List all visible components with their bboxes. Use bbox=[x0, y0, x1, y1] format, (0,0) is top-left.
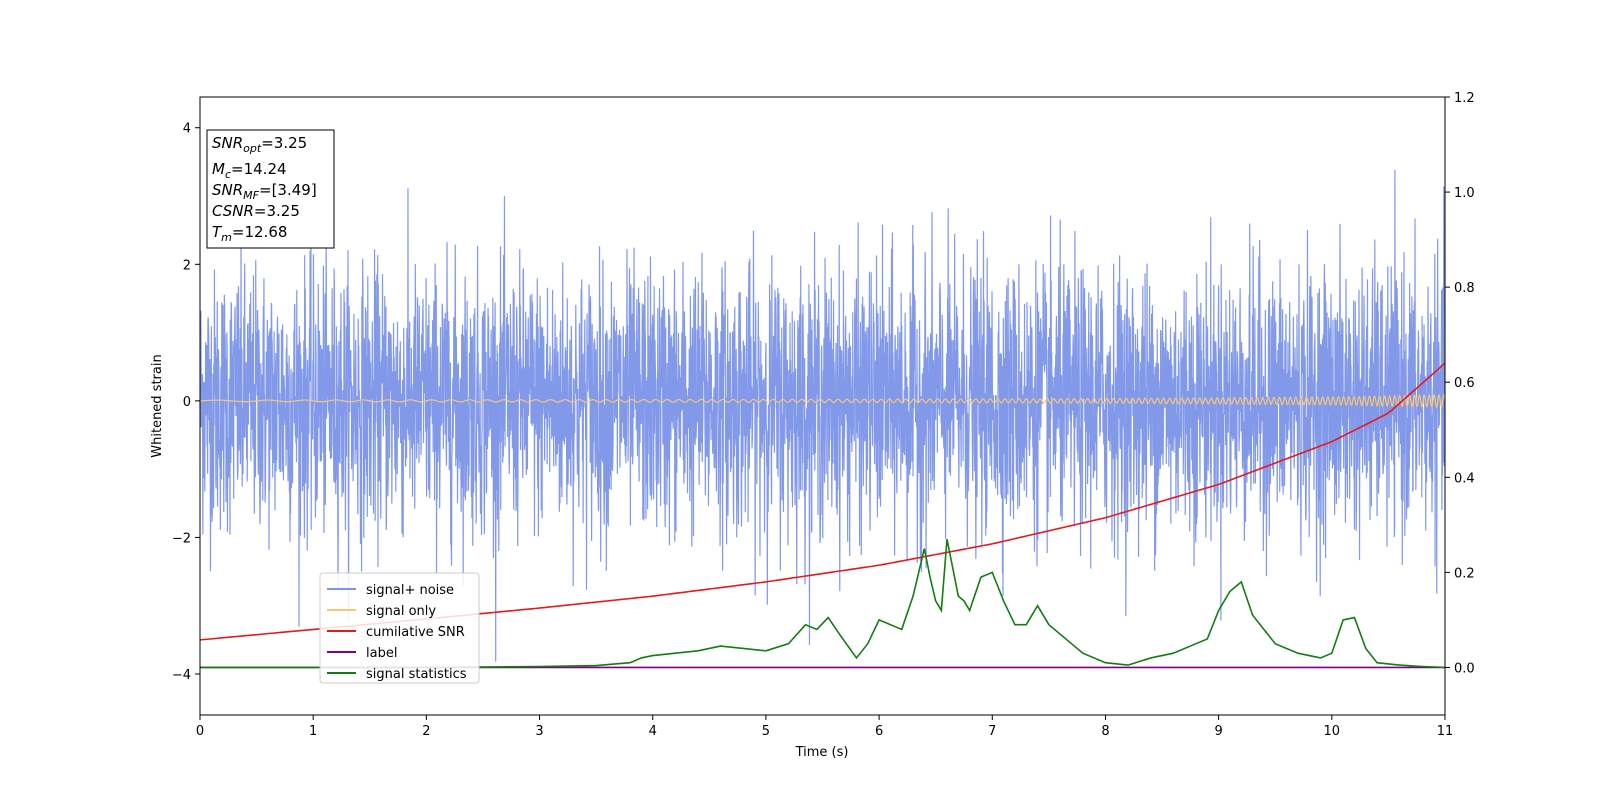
x-tick-label: 6 bbox=[875, 724, 883, 739]
y-right-tick-label: 1.2 bbox=[1454, 91, 1475, 106]
x-axis-label: Time (s) bbox=[795, 745, 849, 760]
annotation-box: SNRopt=3.25 Mc=14.24SNRMF=[3.49]CSNR=3.25… bbox=[206, 129, 335, 249]
x-tick-label: 7 bbox=[988, 724, 996, 739]
y-axis-label: Whitened strain bbox=[150, 354, 165, 457]
annotation-line: CSNR=3.25 bbox=[212, 202, 300, 220]
x-tick-label: 8 bbox=[1101, 724, 1109, 739]
legend-label: signal+ noise bbox=[366, 583, 454, 598]
annotation-line: SNRMF=[3.49] bbox=[212, 181, 317, 202]
x-tick-label: 3 bbox=[535, 724, 543, 739]
x-tick-label: 10 bbox=[1324, 724, 1341, 739]
legend-label: signal statistics bbox=[366, 667, 467, 682]
x-tick-label: 1 bbox=[309, 724, 317, 739]
series-signal-statistics-line bbox=[200, 538, 1445, 669]
y-left-tick-label: 0 bbox=[183, 395, 191, 410]
x-axis: 0 1 2 3 4 5 6 7 8 9 10 11 bbox=[196, 715, 1453, 739]
y-right-tick-label: 0.4 bbox=[1454, 471, 1475, 486]
x-tick-label: 11 bbox=[1437, 724, 1454, 739]
y-right-tick-label: 0.6 bbox=[1454, 376, 1475, 391]
annotation-line: SNRopt=3.25 bbox=[212, 134, 307, 155]
y-right-tick-label: 0.0 bbox=[1454, 661, 1475, 676]
x-tick-label: 4 bbox=[649, 724, 657, 739]
x-tick-label: 0 bbox=[196, 724, 204, 739]
y-right-tick-label: 0.8 bbox=[1454, 281, 1475, 296]
x-tick-label: 2 bbox=[422, 724, 430, 739]
annotation-line: Mc=14.24 bbox=[212, 160, 287, 181]
y-axis-right: 1.2 1.0 0.8 0.6 0.4 0.2 0.0 bbox=[1445, 91, 1475, 676]
legend-label: label bbox=[366, 646, 397, 661]
series-signal-noise-line bbox=[200, 169, 1445, 662]
series-signal-only-line bbox=[200, 393, 1445, 409]
legend-label: signal only bbox=[366, 604, 436, 619]
y-right-tick-label: 1.0 bbox=[1454, 186, 1475, 201]
y-right-tick-label: 0.2 bbox=[1454, 566, 1475, 581]
legend-label: cumilative SNR bbox=[366, 625, 465, 640]
y-left-tick-label: −4 bbox=[172, 668, 191, 683]
y-left-tick-label: 4 bbox=[183, 122, 191, 137]
y-left-tick-label: 2 bbox=[183, 258, 191, 273]
annotation-line: Tm=12.68 bbox=[212, 223, 287, 244]
legend: signal+ noise signal only cumilative SNR la… bbox=[319, 572, 480, 684]
plot-frame bbox=[199, 96, 1446, 716]
x-tick-label: 9 bbox=[1214, 724, 1222, 739]
y-left-tick-label: −2 bbox=[172, 531, 191, 546]
y-axis-left: 4 2 0 −2 −4 bbox=[172, 122, 200, 683]
x-tick-label: 5 bbox=[762, 724, 770, 739]
